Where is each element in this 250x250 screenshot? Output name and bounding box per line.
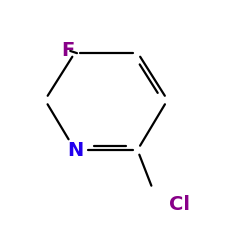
Text: Cl: Cl [170, 196, 190, 214]
Text: F: F [61, 40, 74, 60]
Text: N: N [67, 140, 83, 160]
